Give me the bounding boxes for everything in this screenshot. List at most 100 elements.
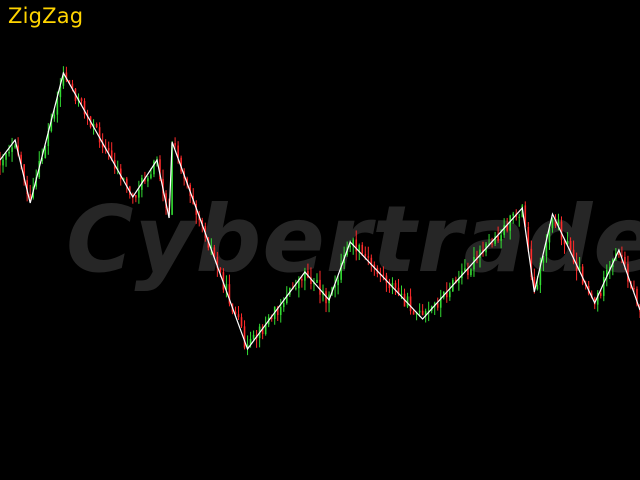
candle-body (47, 130, 50, 147)
candle-body (282, 303, 285, 308)
candle-body (618, 253, 620, 256)
candle-body (539, 262, 542, 286)
candle-body (264, 324, 267, 335)
candle-body (467, 268, 469, 276)
candle-body (605, 269, 608, 277)
candle-body (316, 279, 318, 283)
candle-body (627, 263, 629, 282)
candle-body (382, 274, 385, 276)
candle-body (295, 288, 297, 290)
candle-body (249, 338, 252, 345)
candle-body (44, 146, 47, 158)
candle-body (578, 266, 581, 271)
candle-body (14, 145, 16, 148)
candle-body (548, 228, 551, 243)
candle-body (219, 267, 222, 273)
candle-body (240, 317, 243, 327)
chart-title: ZigZag (8, 4, 84, 28)
candle-body (307, 270, 309, 278)
candle-body (11, 147, 13, 152)
candle-body (186, 178, 188, 185)
candle-body (566, 241, 569, 245)
candle-body (572, 249, 575, 263)
candle-body (252, 334, 255, 339)
candle-body (476, 256, 478, 258)
candle-body (488, 243, 490, 245)
candle-body (59, 85, 62, 98)
candle-body (2, 159, 4, 166)
candle-body (391, 283, 394, 288)
candle-body (83, 101, 86, 115)
candle-body (442, 291, 445, 298)
candle-body (388, 282, 391, 288)
candle-body (406, 296, 409, 307)
candle-body (180, 157, 182, 172)
candle-body (494, 236, 496, 244)
candle-body (5, 153, 7, 160)
candle-body (279, 307, 282, 315)
candle-body (80, 98, 83, 102)
candle-body (575, 262, 578, 271)
candle-body (593, 297, 596, 305)
candle-body (71, 83, 74, 89)
candle-body (518, 216, 521, 218)
candle-body (536, 285, 539, 290)
candle-body (98, 127, 101, 143)
candle-body (609, 266, 611, 270)
candle-body (237, 314, 240, 318)
candle-body (177, 145, 179, 158)
candle-body (445, 291, 448, 298)
candle-body (409, 296, 412, 312)
candle-body (56, 97, 59, 115)
candle-body (213, 247, 216, 257)
candle-body (41, 157, 44, 161)
candle-body (449, 291, 451, 298)
candle-body (509, 215, 511, 231)
candle-body (304, 270, 306, 281)
candle-body (500, 235, 502, 241)
candle-body (596, 293, 599, 305)
candle-body (545, 242, 548, 256)
candle-body (636, 288, 638, 305)
candle-body (20, 154, 22, 165)
candle-body (119, 168, 122, 180)
candle-body (554, 218, 557, 226)
candle-body (144, 177, 146, 182)
candle-body (439, 297, 442, 308)
candle-body (337, 279, 339, 286)
candle-body (171, 143, 173, 215)
candle-body (397, 287, 400, 295)
candle-body (122, 178, 125, 180)
candle-body (512, 213, 515, 216)
candle-body (412, 311, 415, 315)
candle-body (125, 178, 128, 187)
candle-body (557, 221, 560, 226)
candle-body (147, 178, 149, 182)
candle-body (62, 72, 65, 86)
candle-body (53, 114, 56, 119)
candle-body (246, 344, 249, 348)
candle-body (358, 244, 361, 252)
candle-body (530, 248, 533, 277)
candle-body (563, 239, 566, 245)
candle-body (633, 287, 635, 289)
candle-body (394, 283, 397, 288)
candle-body (527, 226, 530, 249)
candle-body (361, 244, 364, 254)
candle-body (110, 150, 113, 160)
candle-body (26, 180, 28, 195)
candle-body (0, 160, 1, 166)
candle-body (624, 256, 626, 264)
candle-body (436, 303, 439, 308)
candle-body (458, 278, 460, 283)
candle-body (8, 151, 10, 154)
candle-body (581, 266, 584, 284)
candle-body (68, 80, 71, 84)
candle-body (524, 205, 527, 227)
candle-body (424, 311, 427, 316)
candle-body (201, 220, 204, 226)
candle-body (473, 256, 475, 270)
candle-body (533, 276, 536, 290)
candle-body (367, 256, 370, 258)
